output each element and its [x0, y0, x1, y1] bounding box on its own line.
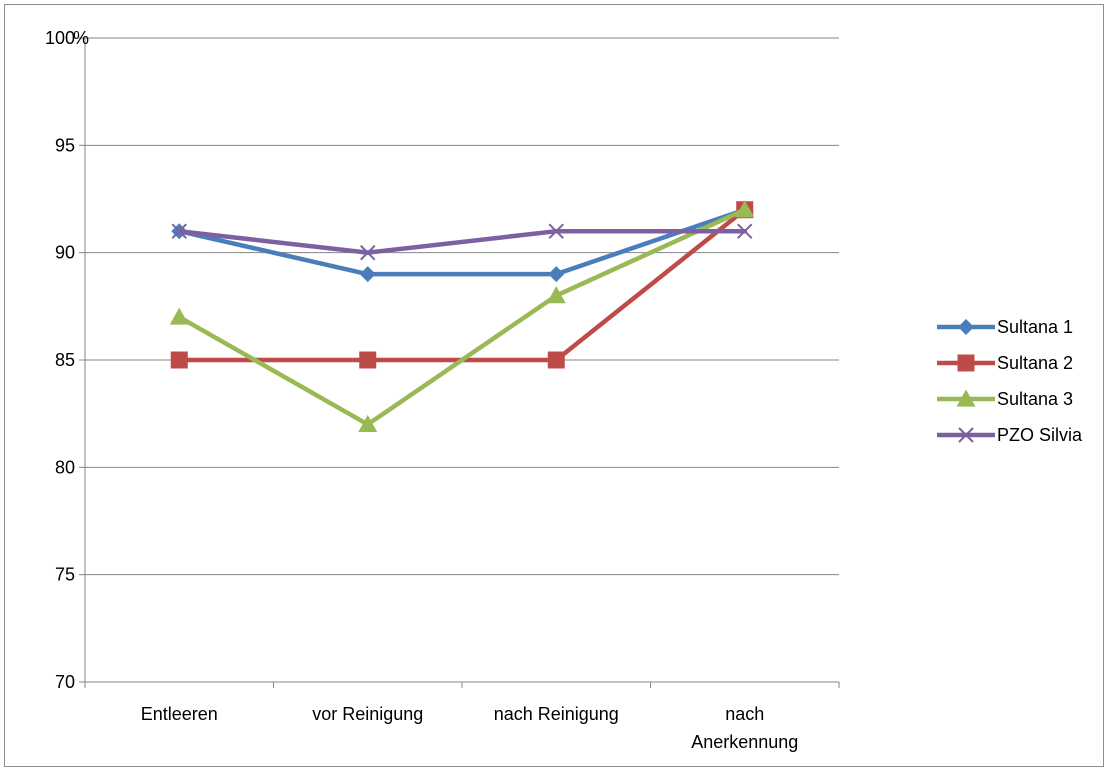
gridlines — [85, 37, 839, 576]
point-0-2 — [548, 266, 565, 283]
point-2-2 — [546, 286, 566, 304]
chart-frame: 70 75 80 85 90 95 100 % Entleeren vor Reinigung… — [4, 4, 1104, 767]
legend-entry-2: Sultana 3 — [937, 389, 1073, 409]
x-tick-label-1: vor Reinigung — [312, 704, 423, 724]
y-tick-label-70: 70 — [55, 672, 75, 692]
legend-entry-0: Sultana 1 — [937, 317, 1073, 337]
y-tick-labels: 70 75 80 85 90 95 100 — [45, 28, 75, 692]
x-tick-label-2: nach Reinigung — [494, 704, 619, 724]
legend-marker-1 — [957, 354, 975, 372]
series-line-0 — [177, 207, 747, 277]
legend: Sultana 1 Sultana 2 Sultana 3 PZO Silvia — [937, 317, 1083, 445]
series-line-3 — [177, 228, 747, 255]
point-2-3 — [735, 200, 755, 218]
series-1 — [170, 201, 754, 369]
point-3-2 — [548, 223, 564, 239]
legend-label-2: Sultana 3 — [997, 389, 1073, 409]
series-3 — [171, 223, 753, 261]
legend-entry-1: Sultana 2 — [937, 353, 1073, 373]
legend-marker-0 — [958, 319, 974, 335]
y-tick-label-95: 95 — [55, 135, 75, 155]
point-3-0 — [171, 223, 187, 239]
y-tick-label-85: 85 — [55, 350, 75, 370]
point-0-1 — [359, 266, 376, 283]
point-1-2 — [547, 351, 565, 369]
legend-label-1: Sultana 2 — [997, 353, 1073, 373]
point-2-1 — [358, 414, 378, 432]
legend-entry-3: PZO Silvia — [937, 425, 1083, 445]
point-3-1 — [360, 244, 376, 261]
series-2 — [169, 200, 755, 432]
line-chart: 70 75 80 85 90 95 100 % Entleeren vor Reinigung… — [45, 28, 1083, 752]
point-3-3 — [737, 223, 753, 239]
y-tick-label-80: 80 — [55, 457, 75, 477]
y-tick-label-100: 100 — [45, 28, 75, 48]
axes — [79, 37, 840, 688]
series-line-2 — [177, 207, 747, 427]
x-tick-label-3: nach Anerkennung — [691, 704, 798, 752]
legend-marker-3 — [958, 427, 974, 443]
y-tick-label-90: 90 — [55, 243, 75, 263]
series-lines — [169, 200, 755, 432]
y-tick-label-75: 75 — [55, 565, 75, 585]
x-tick-label-0: Entleeren — [141, 704, 218, 724]
point-1-0 — [170, 351, 188, 369]
point-1-1 — [359, 351, 377, 369]
legend-marker-2 — [956, 389, 976, 407]
y-unit-label: % — [73, 28, 89, 48]
legend-label-0: Sultana 1 — [997, 317, 1073, 337]
x-tick-labels: Entleeren vor Reinigung nach Reinigung nach… — [141, 704, 799, 752]
point-2-0 — [169, 307, 189, 325]
legend-label-3: PZO Silvia — [997, 425, 1083, 445]
